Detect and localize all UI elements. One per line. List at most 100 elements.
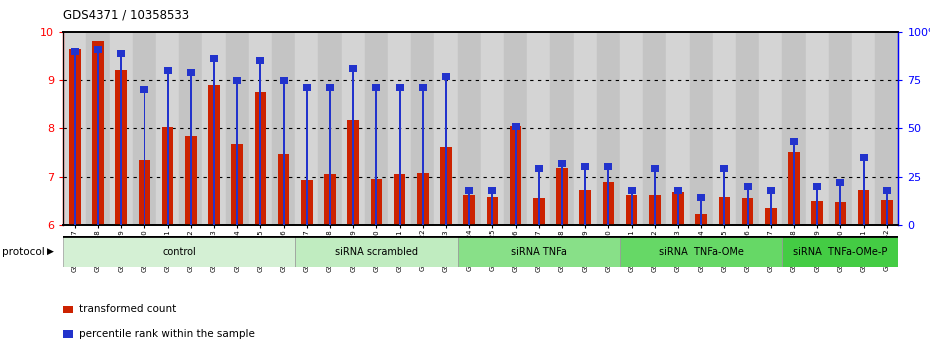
Text: ▶: ▶	[46, 247, 53, 256]
Bar	[724, 169, 725, 225]
Bar	[179, 32, 203, 225]
Bar	[512, 123, 520, 130]
Bar	[365, 32, 388, 225]
Bar	[283, 80, 285, 225]
Bar	[458, 236, 620, 267]
Bar	[789, 153, 800, 225]
Bar	[63, 32, 86, 225]
Bar	[295, 236, 458, 267]
Bar	[721, 165, 728, 172]
Bar	[527, 32, 551, 225]
Bar	[766, 187, 775, 194]
Bar	[759, 32, 782, 225]
Text: percentile rank within the sample: percentile rank within the sample	[79, 329, 255, 339]
Bar	[631, 190, 632, 225]
Bar	[86, 32, 110, 225]
Bar	[156, 32, 179, 225]
Bar	[117, 50, 126, 57]
Bar	[852, 32, 875, 225]
Bar	[63, 236, 295, 267]
Bar	[747, 186, 749, 225]
Bar	[278, 154, 289, 225]
Bar	[434, 32, 458, 225]
Bar	[765, 208, 777, 225]
Bar	[418, 84, 427, 91]
Bar	[667, 32, 689, 225]
Text: siRNA scrambled: siRNA scrambled	[335, 247, 418, 257]
Bar	[352, 69, 354, 225]
Bar	[208, 85, 219, 225]
Bar	[491, 190, 493, 225]
Bar	[561, 163, 563, 225]
Bar	[162, 127, 173, 225]
Bar	[306, 88, 308, 225]
Bar	[689, 32, 712, 225]
Bar	[620, 236, 782, 267]
Bar	[514, 126, 516, 225]
Bar	[859, 154, 868, 161]
Bar	[863, 157, 865, 225]
Bar	[301, 180, 312, 225]
Bar	[395, 84, 404, 91]
Bar	[805, 32, 829, 225]
Bar	[232, 144, 243, 225]
Text: protocol: protocol	[2, 247, 45, 257]
Bar	[249, 32, 272, 225]
Text: siRNA  TNFa-OMe-P: siRNA TNFa-OMe-P	[793, 247, 887, 257]
Bar	[442, 73, 450, 80]
Bar	[817, 186, 818, 225]
Bar	[458, 32, 481, 225]
Bar	[187, 69, 195, 76]
Text: GDS4371 / 10358533: GDS4371 / 10358533	[63, 9, 190, 22]
Bar	[604, 164, 613, 170]
Bar	[280, 76, 287, 84]
Bar	[236, 80, 238, 225]
Bar	[445, 76, 447, 225]
Bar	[644, 32, 667, 225]
Bar	[349, 65, 357, 72]
Bar	[886, 190, 888, 225]
Bar	[677, 190, 679, 225]
Bar	[736, 32, 759, 225]
Bar	[620, 32, 644, 225]
Bar	[533, 198, 545, 225]
Bar	[782, 32, 805, 225]
Bar	[417, 173, 429, 225]
Bar	[92, 41, 104, 225]
Bar	[376, 88, 378, 225]
Bar	[782, 236, 898, 267]
Bar	[579, 190, 591, 225]
Bar	[110, 32, 133, 225]
Bar	[813, 183, 821, 190]
Bar	[574, 32, 597, 225]
Bar	[538, 169, 539, 225]
Text: siRNA  TNFa-OMe: siRNA TNFa-OMe	[658, 247, 744, 257]
Bar	[535, 165, 543, 172]
Bar	[259, 61, 261, 225]
Bar	[139, 160, 151, 225]
Bar	[73, 51, 75, 225]
Bar	[881, 200, 893, 225]
Bar	[399, 88, 401, 225]
Bar	[811, 201, 823, 225]
Bar	[166, 70, 168, 225]
Bar	[674, 187, 682, 194]
Bar	[213, 59, 215, 225]
Bar	[651, 165, 658, 172]
Bar	[210, 55, 219, 62]
Bar	[348, 120, 359, 225]
Bar	[440, 147, 452, 225]
Bar	[581, 164, 590, 170]
Bar	[190, 72, 192, 225]
Bar	[203, 32, 226, 225]
Bar	[140, 86, 149, 93]
Bar	[325, 174, 336, 225]
Bar	[233, 76, 241, 84]
Bar	[463, 195, 475, 225]
Bar	[834, 202, 846, 225]
Bar	[742, 198, 753, 225]
Bar	[120, 53, 122, 225]
Bar	[883, 187, 891, 194]
Bar	[504, 32, 527, 225]
Bar	[272, 32, 295, 225]
